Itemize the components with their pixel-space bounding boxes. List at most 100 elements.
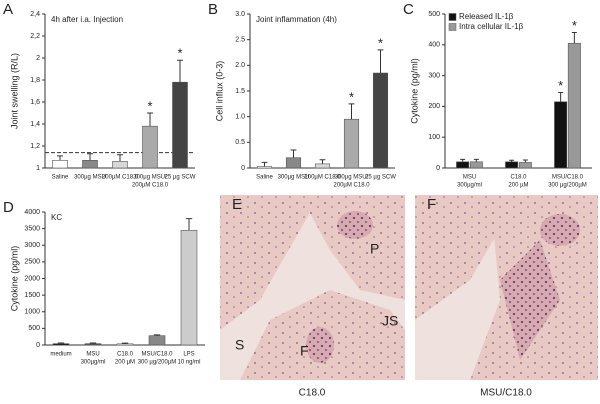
y-tick-label: 3000 (24, 242, 40, 249)
panel-letter: E (232, 196, 242, 213)
image-e (220, 195, 405, 380)
bar (518, 162, 532, 169)
x-tick-label: 300µg/ml (457, 183, 482, 189)
panel-letter: B (208, 1, 218, 18)
x-tick-label: MSU (463, 175, 476, 181)
x-tick-label: 300 µg/200µM (548, 183, 587, 189)
error-bar (473, 158, 479, 162)
image-label: S (235, 337, 244, 353)
error-bar (558, 92, 564, 102)
y-tick-label: 100 (428, 134, 440, 141)
x-tick-label: 200 µM (115, 360, 135, 366)
bar (567, 42, 581, 169)
marrow (337, 211, 373, 239)
error-bar (89, 342, 97, 344)
x-tick-label: 200µM C18.0 (102, 175, 139, 181)
bar (372, 72, 389, 169)
x-tick-label: C18.0 (510, 175, 527, 181)
error-bar (290, 149, 297, 158)
x-tick-label: 300µg/ml (81, 360, 106, 366)
error-bar (509, 159, 515, 162)
marrow (306, 327, 334, 363)
x-tick-label: 10 ng/ml (177, 360, 200, 366)
y-tick-label: 3500 (24, 225, 40, 232)
error-bar (153, 334, 161, 336)
bar (52, 160, 68, 169)
legend-swatch (448, 23, 457, 31)
bar (314, 163, 331, 169)
y-tick-label: 500 (28, 325, 40, 332)
bar (343, 118, 360, 169)
annotation: Joint inflammation (4h) (256, 15, 337, 24)
error-bar (571, 31, 577, 44)
x-tick-label: 200µM C18.0 (304, 175, 341, 181)
y-tick-label: 1 (36, 165, 40, 172)
y-tick-label: 3.0 (235, 11, 245, 18)
panel-letter: A (3, 1, 13, 18)
bar (148, 335, 166, 346)
x-tick-label: 300 µg/200µM (138, 360, 177, 366)
significance-marker: * (572, 18, 577, 33)
error-bar (147, 112, 153, 127)
panel-letter: C (403, 1, 414, 18)
image-label: F (300, 343, 309, 359)
image-label: JS (382, 313, 398, 329)
y-tick-label: 1,4 (30, 121, 40, 128)
x-tick-label: Saline (256, 175, 273, 181)
x-tick-label: MSU/C18.0 (552, 175, 584, 181)
bar (256, 166, 273, 169)
significance-marker: * (558, 78, 563, 93)
y-tick-label: 2,2 (30, 33, 40, 40)
y-tick-label: 1.0 (235, 114, 245, 121)
y-tick-label: 2.0 (235, 62, 245, 69)
significance-marker: * (349, 89, 354, 104)
y-tick-label: 1,6 (30, 99, 40, 106)
y-axis-label: Cell influx (0-3) (214, 61, 224, 122)
x-tick-label: MSU/C18.0 (141, 352, 173, 358)
error-bar (57, 342, 65, 344)
panel-letter: F (427, 196, 436, 213)
x-tick-label: C18.0 (117, 352, 134, 358)
y-tick-label: 0 (241, 165, 245, 172)
error-bar (87, 153, 93, 161)
error-bar (319, 159, 326, 164)
bar (285, 157, 302, 169)
error-bar (460, 158, 466, 162)
y-tick-label: 1.5 (235, 88, 245, 95)
error-bar (121, 342, 129, 344)
y-tick-label: 0 (36, 342, 40, 349)
error-bar (117, 154, 123, 162)
y-tick-label: 4000 (24, 209, 40, 216)
significance-marker: * (147, 98, 152, 113)
x-tick-label: 300µg MSU (74, 175, 106, 181)
image-caption: MSU/C18.0 (480, 388, 532, 399)
bar (82, 160, 98, 169)
y-tick-label: 1500 (24, 292, 40, 299)
bar (505, 161, 519, 169)
error-bar (522, 159, 528, 163)
tissue (300, 195, 405, 300)
error-bar (348, 103, 355, 120)
infiltrate (500, 240, 560, 360)
x-tick-label: 300µg MSU/ (133, 175, 167, 181)
bar (469, 161, 483, 169)
y-tick-label: 0 (436, 165, 440, 172)
x-tick-label: LPS (183, 352, 194, 358)
bar (52, 343, 70, 346)
y-tick-label: 2500 (24, 259, 40, 266)
x-tick-label: 200µM C18.0 (333, 183, 370, 189)
y-tick-label: 1,8 (30, 77, 40, 84)
y-tick-label: 300 (428, 72, 440, 79)
bar (84, 343, 102, 346)
error-bar (261, 161, 268, 167)
tissue (220, 195, 320, 330)
y-tick-label: 400 (428, 42, 440, 49)
x-tick-label: Saline (52, 175, 69, 181)
y-tick-label: 2 (36, 55, 40, 62)
image-f (415, 195, 598, 380)
legend-label: Released IL-1β (459, 12, 514, 21)
y-tick-label: 500 (428, 11, 440, 18)
x-tick-label: 300µg MSU/ (335, 175, 369, 181)
bar (456, 161, 470, 169)
